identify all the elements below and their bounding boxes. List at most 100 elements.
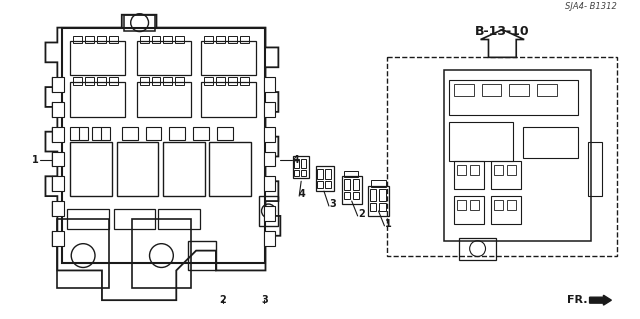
Bar bbox=[114, 209, 156, 229]
Bar bbox=[228, 77, 237, 85]
Bar bbox=[495, 165, 503, 175]
Bar bbox=[317, 181, 323, 188]
Bar bbox=[52, 176, 64, 191]
Bar bbox=[58, 219, 109, 288]
Bar bbox=[454, 84, 474, 96]
Bar bbox=[163, 35, 172, 43]
Bar bbox=[325, 181, 331, 188]
FancyArrow shape bbox=[589, 295, 611, 305]
Bar bbox=[216, 35, 225, 43]
Bar bbox=[342, 176, 362, 204]
Bar bbox=[444, 70, 591, 241]
Bar bbox=[264, 77, 275, 92]
Text: 3: 3 bbox=[330, 199, 336, 209]
Bar bbox=[454, 161, 484, 189]
Bar bbox=[523, 127, 578, 159]
Text: FR.: FR. bbox=[567, 295, 588, 305]
Bar bbox=[204, 77, 213, 85]
Bar bbox=[92, 127, 110, 140]
Bar bbox=[122, 127, 138, 140]
Bar bbox=[137, 41, 191, 75]
Bar bbox=[204, 35, 213, 43]
Bar bbox=[508, 165, 516, 175]
Bar bbox=[369, 203, 376, 211]
Bar bbox=[52, 231, 64, 246]
Bar bbox=[67, 209, 109, 229]
Bar bbox=[85, 77, 94, 85]
Bar bbox=[124, 15, 156, 31]
Bar bbox=[294, 170, 299, 176]
Text: 2: 2 bbox=[358, 209, 365, 219]
Bar bbox=[457, 165, 466, 175]
Bar bbox=[137, 82, 191, 117]
Bar bbox=[454, 196, 484, 224]
Bar bbox=[492, 196, 521, 224]
Bar bbox=[52, 102, 64, 117]
Bar bbox=[588, 142, 602, 196]
Bar bbox=[209, 142, 251, 196]
Text: 1: 1 bbox=[32, 155, 38, 166]
Bar bbox=[132, 219, 191, 288]
Text: SJA4- B1312: SJA4- B1312 bbox=[566, 2, 618, 11]
Bar bbox=[380, 203, 387, 211]
Bar bbox=[470, 165, 479, 175]
Polygon shape bbox=[481, 30, 524, 57]
Bar bbox=[201, 41, 255, 75]
Bar bbox=[449, 80, 578, 115]
Bar bbox=[449, 122, 513, 161]
Text: 1: 1 bbox=[385, 219, 392, 229]
Bar bbox=[301, 160, 306, 168]
Bar bbox=[344, 179, 349, 190]
Bar bbox=[470, 200, 479, 210]
Bar bbox=[70, 127, 88, 140]
Bar bbox=[175, 35, 184, 43]
Bar bbox=[264, 152, 275, 167]
Bar bbox=[353, 179, 358, 190]
Bar bbox=[380, 189, 387, 201]
Text: 4: 4 bbox=[292, 155, 299, 166]
Bar bbox=[217, 127, 233, 140]
Bar bbox=[240, 77, 249, 85]
Bar bbox=[317, 169, 323, 179]
Bar bbox=[70, 82, 125, 117]
Bar bbox=[70, 142, 112, 196]
Bar bbox=[457, 200, 466, 210]
Bar bbox=[216, 77, 225, 85]
Bar bbox=[163, 77, 172, 85]
Bar bbox=[264, 176, 275, 191]
Bar bbox=[175, 77, 184, 85]
Bar bbox=[264, 231, 275, 246]
Text: 3: 3 bbox=[261, 295, 268, 305]
Bar bbox=[325, 169, 331, 179]
Bar bbox=[264, 206, 275, 221]
Bar bbox=[163, 142, 205, 196]
Bar bbox=[316, 167, 334, 191]
Text: 4: 4 bbox=[299, 189, 305, 199]
Bar bbox=[240, 35, 249, 43]
Bar bbox=[109, 77, 118, 85]
Bar bbox=[294, 160, 299, 168]
Bar bbox=[52, 152, 64, 167]
Bar bbox=[537, 84, 557, 96]
Bar bbox=[140, 35, 148, 43]
Bar bbox=[52, 127, 64, 142]
Bar bbox=[353, 192, 358, 199]
Bar bbox=[52, 77, 64, 92]
Bar bbox=[459, 238, 497, 260]
Bar bbox=[264, 102, 275, 117]
Bar bbox=[344, 171, 358, 177]
Bar bbox=[344, 192, 349, 199]
Bar bbox=[97, 35, 106, 43]
Bar bbox=[264, 127, 275, 142]
Bar bbox=[508, 200, 516, 210]
Bar bbox=[387, 57, 618, 256]
Bar bbox=[492, 161, 521, 189]
Bar bbox=[301, 170, 306, 176]
Bar bbox=[188, 241, 216, 271]
Bar bbox=[367, 186, 389, 216]
Bar bbox=[170, 127, 185, 140]
Bar bbox=[145, 127, 161, 140]
Text: 2: 2 bbox=[220, 295, 227, 305]
Bar bbox=[140, 77, 148, 85]
Bar bbox=[152, 35, 161, 43]
